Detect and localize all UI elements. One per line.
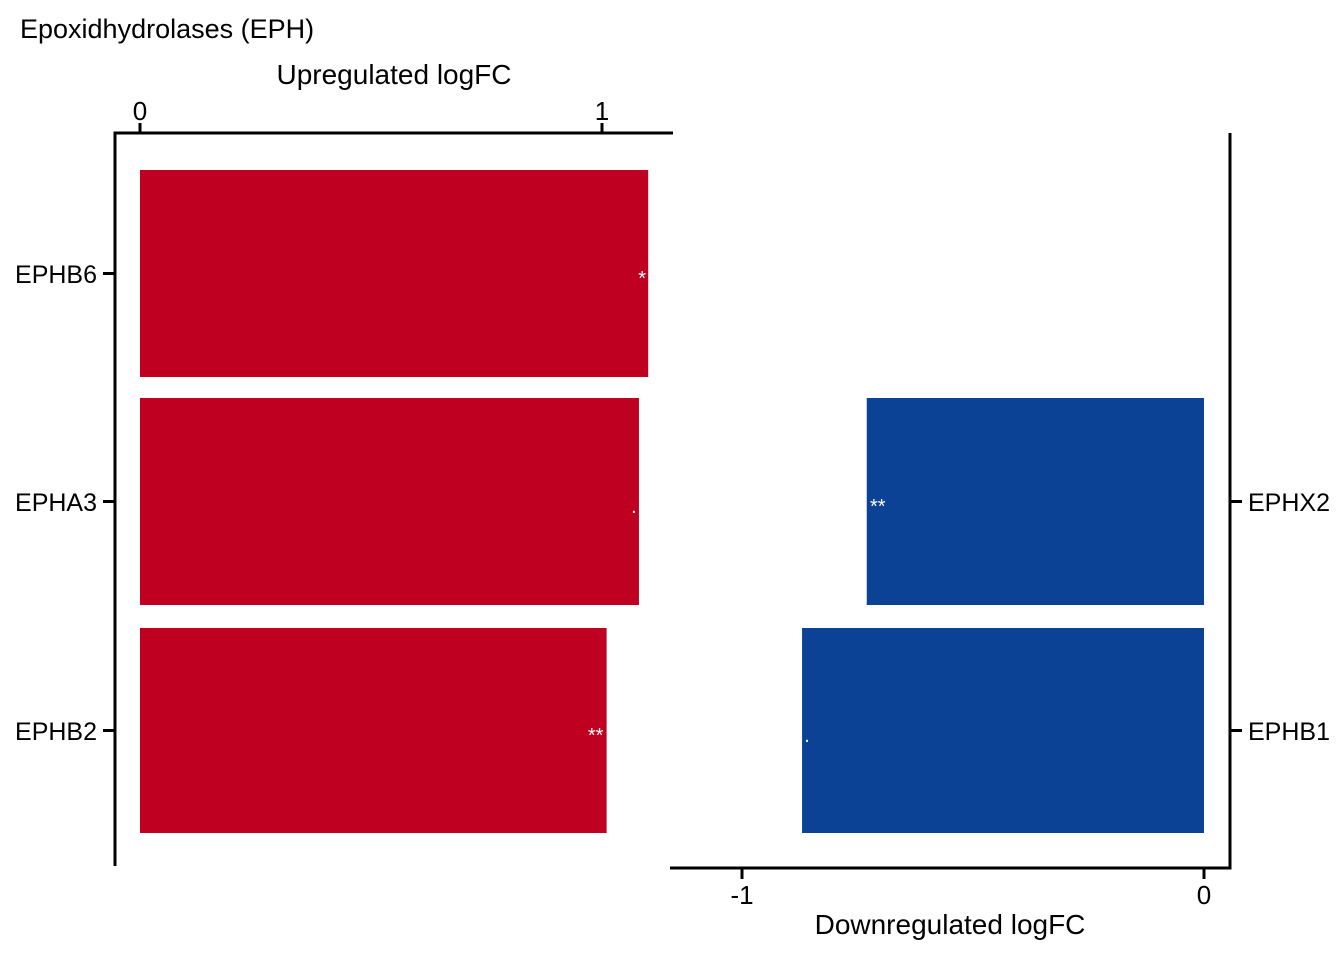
bar-EPHB2 <box>140 628 607 833</box>
bar-EPHA3 <box>140 398 639 605</box>
bar-EPHB1 <box>802 628 1204 833</box>
gene-label-EPHB6: EPHB6 <box>15 261 97 289</box>
downregulated-axis-line <box>670 133 1232 870</box>
upregulated-panel: 0 1 EPHB6 * EPHA3 . EPHB2 ** <box>15 96 673 866</box>
upregulated-axis-title: Upregulated logFC <box>276 59 511 90</box>
gene-label-EPHA3: EPHA3 <box>15 489 97 517</box>
downregulated-axis-title: Downregulated logFC <box>815 909 1086 940</box>
bar-EPHX2 <box>866 398 1204 605</box>
upregulated-axis-line <box>113 131 673 866</box>
upregulated-tick-label: 1 <box>595 96 609 126</box>
gene-label-EPHB2: EPHB2 <box>15 718 97 746</box>
significance-marker-EPHA3: . <box>631 496 637 518</box>
bar-EPHB6 <box>140 170 649 377</box>
significance-marker-EPHB1: . <box>804 725 810 747</box>
downregulated-tick-label: 0 <box>1197 880 1211 910</box>
downregulated-panel: -1 0 EPHX2 ** EPHB1. <box>670 133 1330 910</box>
significance-marker-EPHB2: ** <box>588 725 604 747</box>
figure-title: Epoxidhydrolases (EPH) <box>20 14 314 44</box>
significance-marker-EPHX2: ** <box>870 496 886 518</box>
significance-marker-EPHB6: * <box>638 268 646 290</box>
gene-label-EPHB1: EPHB1 <box>1248 718 1330 746</box>
upregulated-tick-label: 0 <box>133 96 147 126</box>
gene-label-EPHX2: EPHX2 <box>1248 489 1330 517</box>
downregulated-tick-label: -1 <box>730 880 753 910</box>
